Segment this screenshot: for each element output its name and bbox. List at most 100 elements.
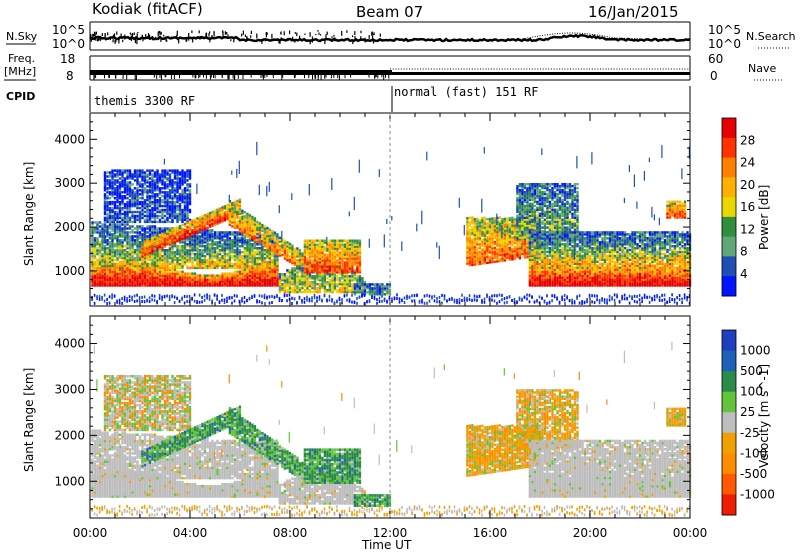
- heatmap-cell: [253, 268, 257, 271]
- heatmap-cell: [278, 205, 280, 214]
- heatmap-cell: [126, 173, 129, 176]
- heatmap-cell: [151, 254, 154, 258]
- heatmap-cell: [271, 239, 274, 242]
- heatmap-cell: [248, 260, 252, 264]
- heatmap-cell: [198, 249, 202, 252]
- heatmap-cell: [233, 226, 237, 230]
- heatmap-cell: [183, 278, 187, 281]
- heatmap-cell: [213, 219, 217, 222]
- heatmap-cell: [198, 243, 202, 246]
- heatmap-cell: [148, 258, 152, 262]
- heatmap-cell: [226, 208, 229, 211]
- heatmap-cell: [216, 280, 219, 283]
- heatmap-cell: [238, 284, 242, 287]
- heatmap-cell: [136, 229, 139, 232]
- heatmap-cell: [91, 262, 94, 266]
- heatmap-cell: [168, 243, 172, 246]
- heatmap-cell: [173, 241, 177, 244]
- heatmap-cell: [156, 187, 159, 190]
- heatmap-cell: [286, 288, 289, 292]
- heatmap-cell: [156, 251, 159, 254]
- heatmap-cell: [256, 141, 258, 156]
- heatmap-cell: [111, 239, 114, 242]
- heatmap-cell: [173, 200, 177, 204]
- heatmap-cell: [218, 260, 222, 264]
- heatmap-cell: [251, 258, 254, 262]
- heatmap-cell: [248, 241, 252, 244]
- heatmap-cell: [316, 296, 318, 300]
- heatmap-cell: [111, 243, 114, 246]
- heatmap-cell: [271, 235, 274, 239]
- heatmap-cell: [188, 218, 192, 222]
- heatmap-cell: [121, 183, 124, 186]
- heatmap-cell: [178, 202, 182, 206]
- nsky-point: [158, 30, 160, 34]
- heatmap-cell: [238, 262, 242, 266]
- heatmap-cell: [151, 173, 154, 176]
- heatmap-cell: [193, 282, 197, 285]
- heatmap-cell: [186, 206, 189, 210]
- heatmap-cell: [243, 230, 247, 234]
- heatmap-cell: [246, 264, 249, 268]
- heatmap-cell: [198, 258, 202, 262]
- heatmap-cell: [181, 200, 184, 204]
- heatmap-cell: [101, 249, 104, 252]
- heatmap-cell: [136, 216, 139, 220]
- heatmap-cell: [401, 241, 403, 251]
- heatmap-cell: [261, 280, 264, 283]
- heatmap-cell: [121, 227, 124, 230]
- heatmap-cell: [411, 299, 413, 303]
- heatmap-cell: [208, 237, 212, 240]
- heatmap-cell: [178, 187, 182, 190]
- heatmap-cell: [173, 177, 177, 180]
- heatmap-cell: [148, 204, 152, 208]
- nsky-point: [95, 31, 97, 35]
- heatmap-cell: [208, 262, 212, 266]
- heatmap-cell: [208, 280, 212, 283]
- nsky-point: [352, 39, 354, 45]
- nave-point: [657, 68, 659, 70]
- heatmap-cell: [381, 283, 384, 286]
- heatmap-cell: [201, 276, 204, 279]
- heatmap-cell: [153, 239, 157, 243]
- heatmap-cell: [166, 185, 169, 188]
- heatmap-cell: [211, 262, 214, 266]
- heatmap-cell: [163, 197, 167, 200]
- nave-point: [684, 68, 686, 70]
- heatmap-cell: [258, 294, 261, 298]
- heatmap-cell: [256, 262, 259, 266]
- heatmap-cell: [171, 260, 174, 264]
- nave-tick: [153, 75, 155, 78]
- heatmap-cell: [316, 243, 319, 246]
- heatmap-cell: [161, 216, 164, 220]
- heatmap-cell: [101, 247, 104, 250]
- heatmap-cell: [193, 245, 197, 248]
- nave-point: [660, 68, 661, 70]
- heatmap-cell: [183, 197, 187, 200]
- heatmap-cell: [226, 241, 229, 244]
- heatmap-cell: [166, 199, 169, 202]
- heatmap-cell: [133, 218, 137, 222]
- heatmap-cell: [206, 266, 209, 270]
- heatmap-cell: [328, 294, 331, 298]
- heatmap-cell: [198, 278, 202, 281]
- heatmap-cell: [246, 284, 249, 287]
- heatmap-cell: [236, 251, 239, 254]
- heatmap-cell: [213, 264, 217, 268]
- heatmap-cell: [153, 227, 157, 230]
- heatmap-cell: [96, 284, 99, 287]
- heatmap-cell: [361, 294, 363, 298]
- heatmap-cell: [231, 301, 233, 305]
- heatmap-cell: [116, 210, 119, 214]
- heatmap-cell: [261, 251, 264, 254]
- heatmap-cell: [146, 212, 149, 216]
- heatmap-cell: [238, 204, 242, 207]
- heatmap-cell: [118, 191, 122, 194]
- heatmap-cell: [128, 225, 132, 228]
- heatmap-cell: [346, 298, 348, 302]
- nsky-point: [160, 32, 162, 35]
- heatmap-cell: [118, 260, 122, 264]
- heatmap-cell: [231, 201, 234, 205]
- heatmap-cell: [136, 254, 139, 258]
- heatmap-cell: [396, 297, 398, 300]
